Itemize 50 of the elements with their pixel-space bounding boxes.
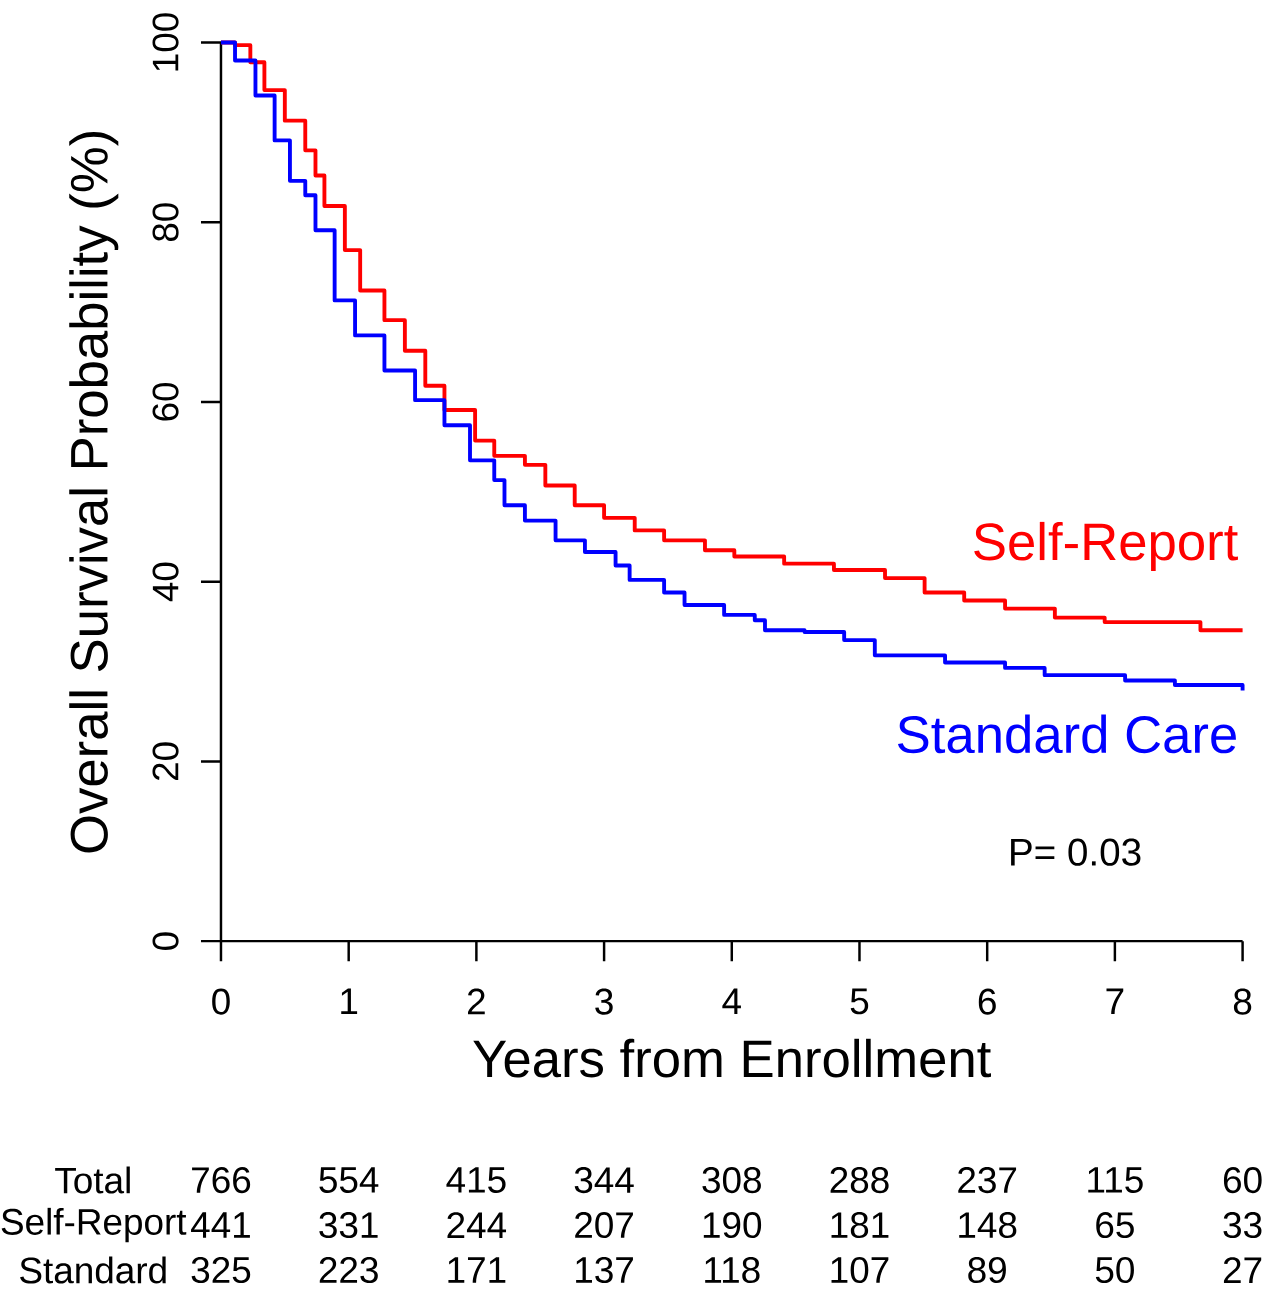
x-tick-label: 2	[468, 988, 485, 1015]
text: 60	[1224, 1167, 1262, 1194]
series-label: Standard Care	[898, 714, 1237, 754]
x-tick-label: 5	[850, 988, 869, 1015]
text: 554	[319, 1167, 379, 1193]
text: 50	[1096, 1256, 1135, 1284]
x-tick-label: 4	[722, 988, 742, 1014]
text: 244	[447, 1212, 507, 1238]
text: 107	[831, 1256, 889, 1284]
y-tick-label: 80	[152, 203, 179, 242]
x-axis-title: Years from Enrollment	[473, 1038, 992, 1078]
text: 288	[830, 1167, 889, 1194]
text: 344	[574, 1167, 634, 1194]
text: 33	[1223, 1211, 1262, 1239]
series-label: Self-Report	[974, 521, 1239, 571]
text: 148	[959, 1211, 1017, 1239]
text: Standard	[20, 1256, 166, 1284]
text: 308	[702, 1167, 762, 1194]
text: Self-Report	[1, 1207, 187, 1243]
text: 207	[575, 1211, 634, 1239]
text: 27	[1224, 1257, 1262, 1283]
text: 331	[319, 1211, 378, 1239]
y-tick-label: 20	[152, 742, 179, 781]
x-tick-label: 6	[979, 988, 997, 1015]
text: 89	[968, 1256, 1007, 1284]
y-tick-label: 60	[152, 382, 179, 421]
x-tick-label: 1	[341, 988, 358, 1014]
x-tick-label: 0	[212, 988, 230, 1015]
x-tick-label: 3	[595, 988, 613, 1015]
text: 171	[448, 1257, 506, 1283]
text: 223	[319, 1256, 379, 1284]
text: 181	[831, 1211, 889, 1239]
text: 766	[192, 1167, 251, 1194]
text: 237	[958, 1167, 1017, 1194]
y-tick-label: 40	[152, 562, 179, 602]
text: 118	[705, 1256, 760, 1284]
text: 441	[191, 1212, 251, 1238]
text: 325	[191, 1256, 251, 1284]
text: 190	[704, 1211, 762, 1239]
x-tick-label: 8	[1234, 988, 1252, 1015]
y-tick-label: 0	[152, 932, 179, 950]
x-tick-label: 7	[1106, 988, 1124, 1014]
annotation: P= 0.03	[1011, 838, 1141, 866]
text: 65	[1096, 1211, 1135, 1239]
text: Total	[55, 1166, 131, 1194]
y-tick-label: 100	[152, 13, 179, 71]
text: 415	[446, 1167, 506, 1193]
text: 115	[1088, 1167, 1143, 1193]
y-axis-title: Overall Survival Probability (%)	[69, 132, 119, 853]
text: 137	[576, 1256, 634, 1284]
